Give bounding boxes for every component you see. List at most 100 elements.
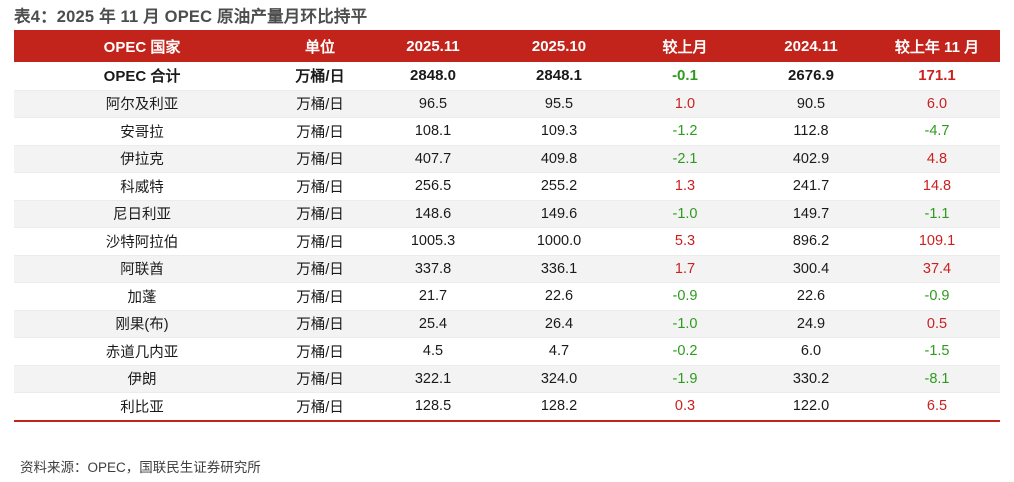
value-cell: 1.0 xyxy=(674,95,696,112)
value-cell: 1.3 xyxy=(674,178,696,195)
country-cell: 安哥拉 xyxy=(120,124,164,141)
country-cell: 利比亚 xyxy=(120,399,164,416)
country-cell: OPEC 合计 xyxy=(103,68,181,86)
country-cell: 阿联酋 xyxy=(120,262,164,279)
country-cell: 赤道几内亚 xyxy=(105,344,179,361)
value-cell: -1.1 xyxy=(924,205,950,222)
table-row: 阿联酋 万桶/日 337.8 336.1 1.7 300.4 37.4 xyxy=(14,254,1000,282)
value-cell: -4.7 xyxy=(924,123,950,140)
unit-cell: 万桶/日 xyxy=(296,124,344,141)
value-cell: 6.0 xyxy=(926,95,948,112)
value-cell: 337.8 xyxy=(414,260,452,277)
value-cell: 5.3 xyxy=(674,233,696,250)
value-cell: -1.2 xyxy=(672,123,698,140)
table-row: 科威特 万桶/日 256.5 255.2 1.3 241.7 14.8 xyxy=(14,172,1000,200)
unit-cell: 万桶/日 xyxy=(296,152,344,169)
column-header-2024-11: 2024.11 xyxy=(784,37,838,55)
table-row: 赤道几内亚 万桶/日 4.5 4.7 -0.2 6.0 -1.5 xyxy=(14,337,1000,365)
value-cell: 14.8 xyxy=(922,178,952,195)
table-row: 伊朗 万桶/日 322.1 324.0 -1.9 330.2 -8.1 xyxy=(14,364,1000,392)
value-cell: 149.7 xyxy=(792,205,830,222)
country-cell: 科威特 xyxy=(120,179,164,196)
value-cell: 128.5 xyxy=(414,398,452,415)
value-cell: 300.4 xyxy=(792,260,830,277)
unit-cell: 万桶/日 xyxy=(296,97,344,114)
country-cell: 沙特阿拉伯 xyxy=(105,234,179,251)
value-cell: 24.9 xyxy=(796,315,826,332)
value-cell: 4.8 xyxy=(926,150,948,167)
value-cell: 122.0 xyxy=(792,398,830,415)
value-cell: 322.1 xyxy=(414,370,452,387)
value-cell: 22.6 xyxy=(544,288,574,305)
value-cell: 21.7 xyxy=(418,288,448,305)
table-row: 加蓬 万桶/日 21.7 22.6 -0.9 22.6 -0.9 xyxy=(14,282,1000,310)
value-cell: 0.5 xyxy=(926,315,948,332)
value-cell: 6.5 xyxy=(926,398,948,415)
value-cell: 26.4 xyxy=(544,315,574,332)
column-header-yoy-change: 较上年 11 月 xyxy=(894,38,980,56)
opec-production-table: OPEC 国家 单位 2025.11 2025.10 较上月 2024.11 较… xyxy=(14,30,1000,422)
value-cell: 1.7 xyxy=(674,260,696,277)
unit-cell: 万桶/日 xyxy=(295,68,345,86)
column-header-2025-11: 2025.11 xyxy=(406,37,460,55)
value-cell: -1.0 xyxy=(672,315,698,332)
value-cell: 128.2 xyxy=(540,398,578,415)
value-cell: -1.0 xyxy=(672,205,698,222)
unit-cell: 万桶/日 xyxy=(296,207,344,224)
value-cell: 4.5 xyxy=(422,343,444,360)
table-row: 安哥拉 万桶/日 108.1 109.3 -1.2 112.8 -4.7 xyxy=(14,117,1000,145)
unit-cell: 万桶/日 xyxy=(296,344,344,361)
value-cell: 95.5 xyxy=(544,95,574,112)
value-cell: 90.5 xyxy=(796,95,826,112)
source-note: 资料来源：OPEC，国联民生证券研究所 xyxy=(20,460,261,475)
table-row: 沙特阿拉伯 万桶/日 1005.3 1000.0 5.3 896.2 109.1 xyxy=(14,227,1000,255)
value-cell: 407.7 xyxy=(414,150,452,167)
country-cell: 伊朗 xyxy=(127,372,157,389)
unit-cell: 万桶/日 xyxy=(296,234,344,251)
value-cell: 149.6 xyxy=(540,205,578,222)
table-row: OPEC 合计 万桶/日 2848.0 2848.1 -0.1 2676.9 171.1 xyxy=(14,62,1000,90)
value-cell: 4.7 xyxy=(548,343,570,360)
table-title: 表4：2025 年 11 月 OPEC 原油产量月环比持平 xyxy=(14,8,368,26)
country-cell: 加蓬 xyxy=(127,289,157,306)
value-cell: -0.2 xyxy=(672,343,698,360)
table-row: 尼日利亚 万桶/日 148.6 149.6 -1.0 149.7 -1.1 xyxy=(14,199,1000,227)
value-cell: 330.2 xyxy=(792,370,830,387)
value-cell: 402.9 xyxy=(792,150,830,167)
value-cell: 22.6 xyxy=(796,288,826,305)
value-cell: 108.1 xyxy=(414,123,452,140)
value-cell: 37.4 xyxy=(922,260,952,277)
value-cell: 148.6 xyxy=(414,205,452,222)
table-row: 伊拉克 万桶/日 407.7 409.8 -2.1 402.9 4.8 xyxy=(14,144,1000,172)
value-cell: 2848.1 xyxy=(536,67,582,85)
country-cell: 尼日利亚 xyxy=(113,207,171,224)
table-row: 刚果(布) 万桶/日 25.4 26.4 -1.0 24.9 0.5 xyxy=(14,309,1000,337)
value-cell: 409.8 xyxy=(540,150,578,167)
value-cell: -0.1 xyxy=(672,67,698,85)
unit-cell: 万桶/日 xyxy=(296,399,344,416)
value-cell: -2.1 xyxy=(672,150,698,167)
value-cell: 112.8 xyxy=(793,123,829,140)
value-cell: 96.5 xyxy=(418,95,448,112)
value-cell: 2848.0 xyxy=(410,67,456,85)
value-cell: -0.9 xyxy=(924,288,950,305)
value-cell: 896.2 xyxy=(792,233,830,250)
value-cell: -1.9 xyxy=(672,370,698,387)
value-cell: -1.5 xyxy=(924,343,950,360)
unit-cell: 万桶/日 xyxy=(296,372,344,389)
column-header-country: OPEC 国家 xyxy=(103,38,181,56)
country-cell: 刚果(布) xyxy=(115,317,169,334)
value-cell: 6.0 xyxy=(800,343,822,360)
table-row: 阿尔及利亚 万桶/日 96.5 95.5 1.0 90.5 6.0 xyxy=(14,89,1000,117)
value-cell: 171.1 xyxy=(918,67,956,85)
value-cell: 336.1 xyxy=(540,260,578,277)
column-header-2025-10: 2025.10 xyxy=(531,37,587,55)
value-cell: 109.1 xyxy=(918,233,956,250)
unit-cell: 万桶/日 xyxy=(296,317,344,334)
value-cell: 256.5 xyxy=(414,178,452,195)
value-cell: 255.2 xyxy=(540,178,578,195)
unit-cell: 万桶/日 xyxy=(296,179,344,196)
value-cell: 2676.9 xyxy=(788,67,834,85)
table-body: OPEC 合计 万桶/日 2848.0 2848.1 -0.1 2676.9 171.1 阿尔… xyxy=(14,62,1000,420)
